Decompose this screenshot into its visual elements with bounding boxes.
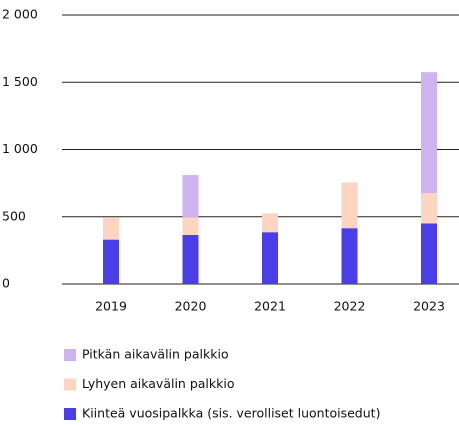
x-tick-label: 2021 [254, 299, 286, 314]
y-tick-label: 2 000 [2, 7, 38, 22]
x-tick-label: 2023 [413, 299, 445, 314]
bar-segment [103, 239, 119, 284]
bar-segment [103, 217, 119, 240]
y-tick-label: 0 [2, 276, 10, 291]
bar-segment [182, 175, 199, 218]
legend-label: Lyhyen aikavälin palkkio [82, 376, 235, 391]
bar-segment [421, 193, 437, 224]
bar-segment [262, 232, 278, 284]
bar-segment [182, 217, 199, 235]
x-tick-label: 2022 [334, 299, 366, 314]
bar-segment [341, 182, 358, 229]
y-tick-label: 1 500 [2, 74, 38, 89]
bar-segment [421, 223, 437, 284]
x-tick-label: 2019 [95, 299, 127, 314]
legend-label: Pitkän aikavälin palkkio [82, 347, 229, 362]
legend-label: Kiinteä vuosipalkka (sis. verolliset luo… [82, 406, 380, 421]
bar-segment [262, 213, 278, 233]
bar-segment [421, 72, 437, 194]
y-tick-label: 1 000 [2, 141, 38, 156]
legend-swatch [64, 378, 76, 391]
bar-segment [182, 234, 199, 284]
y-tick-label: 500 [2, 208, 26, 223]
x-tick-label: 2020 [175, 299, 207, 314]
legend-swatch [64, 349, 76, 361]
bar-segment [341, 228, 358, 284]
legend-swatch [64, 408, 76, 420]
